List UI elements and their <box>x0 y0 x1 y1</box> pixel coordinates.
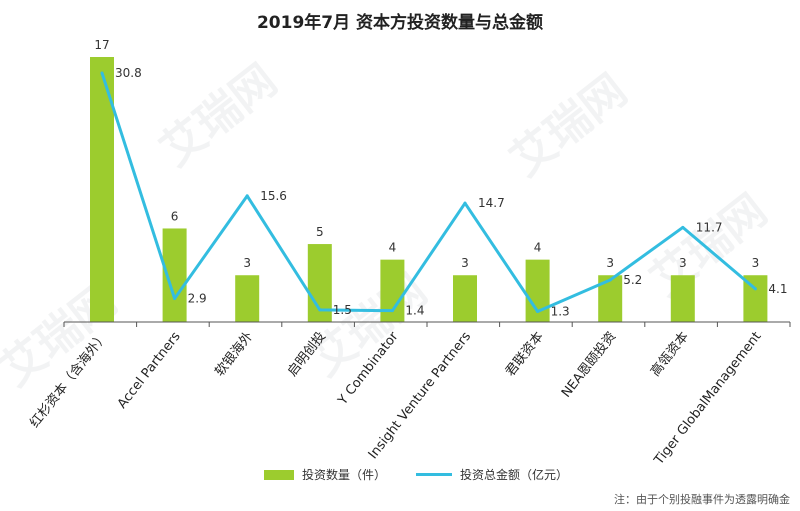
line-value-label: 2.9 <box>188 292 207 306</box>
line-point <box>753 287 757 291</box>
legend-label-bars: 投资数量（件） <box>302 468 387 482</box>
line-point <box>536 309 540 313</box>
line-point <box>463 201 467 205</box>
chart-title: 2019年7月 资本方投资数量与总金额 <box>256 13 544 33</box>
x-tick-label: 红杉资本（含海外） <box>27 329 112 431</box>
line-point <box>318 308 322 312</box>
legend-item-line: 投资总金额（亿元） <box>416 466 568 483</box>
bar <box>235 275 260 322</box>
chart-footnote: 注：由于个别投融事件为透露明确金 <box>614 493 790 506</box>
line-point <box>608 278 612 282</box>
legend-swatch-line <box>416 473 452 476</box>
line-value-label: 4.1 <box>768 282 787 296</box>
x-tick-label: 君联资本 <box>503 329 547 379</box>
bar <box>670 275 695 322</box>
line-value-label: 1.4 <box>405 304 424 318</box>
line-value-label: 5.2 <box>623 273 642 287</box>
bar-value-label: 4 <box>389 241 397 255</box>
bar <box>380 259 405 322</box>
line-point <box>390 309 394 313</box>
bar <box>453 275 477 322</box>
line-value-label: 15.6 <box>260 189 287 203</box>
legend-label-line: 投资总金额（亿元） <box>460 468 569 482</box>
line-series <box>100 72 757 313</box>
bar-value-label: 6 <box>171 209 179 223</box>
bar-value-label: 4 <box>534 241 542 255</box>
x-tick-label: Accel Partners <box>115 329 184 411</box>
line-point <box>173 297 177 301</box>
line-point <box>681 225 685 229</box>
bar-value-label: 3 <box>752 256 760 270</box>
line-value-label: 30.8 <box>115 66 142 80</box>
legend-swatch-bar <box>264 469 294 480</box>
line-value-label: 14.7 <box>478 196 505 210</box>
x-tick-label: Y Combinator <box>335 329 402 409</box>
x-tick-label: 启明创投 <box>284 329 329 380</box>
bar-value-label: 3 <box>461 256 469 270</box>
line-value-label: 11.7 <box>696 220 723 234</box>
x-tick-label: NEA恩颐投资 <box>558 329 619 401</box>
line-point <box>245 194 249 198</box>
bar-value-label: 3 <box>243 256 251 270</box>
bar-value-label: 5 <box>316 225 324 239</box>
line-value-label: 1.5 <box>333 303 352 317</box>
line-point <box>100 71 104 75</box>
x-tick-label: 软银海外 <box>213 329 257 379</box>
x-tick-label: 高瓴资本 <box>647 329 692 380</box>
bar-value-label: 3 <box>606 256 614 270</box>
legend-item-bars: 投资数量（件） <box>264 466 386 483</box>
bar-value-label: 17 <box>94 38 109 52</box>
bar-value-label: 3 <box>679 256 687 270</box>
line-value-label: 1.3 <box>551 304 570 318</box>
